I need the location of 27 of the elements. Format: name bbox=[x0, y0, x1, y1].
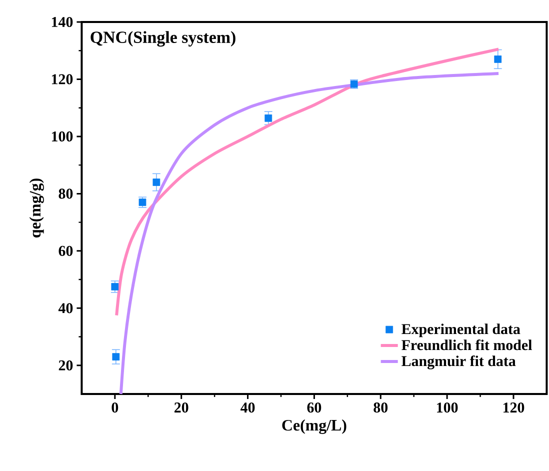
point bbox=[111, 283, 119, 290]
y-tick-label: 60 bbox=[58, 246, 73, 256]
y-tick-label: 100 bbox=[52, 131, 73, 142]
legend-label: Freundlich fit model bbox=[402, 339, 532, 350]
x-tick-label: 20 bbox=[174, 402, 188, 413]
point bbox=[494, 56, 502, 63]
y-tick-label: 20 bbox=[58, 360, 73, 370]
legend-label: Experimental data bbox=[402, 324, 520, 338]
x-tick-label: 40 bbox=[240, 402, 255, 413]
point bbox=[112, 353, 120, 360]
y-tick-label: 40 bbox=[58, 303, 73, 314]
y-axis-title: qe(mg/g) bbox=[29, 178, 44, 238]
y-tick-label: 80 bbox=[58, 188, 73, 199]
x-tick-label: 0 bbox=[112, 402, 118, 413]
y-tick-label: 140 bbox=[52, 16, 73, 28]
x-tick-label: 80 bbox=[374, 402, 388, 413]
chart-title: QNC(Single system) bbox=[90, 31, 236, 47]
y-tick-label: 120 bbox=[52, 74, 73, 84]
x-tick-label: 120 bbox=[503, 402, 524, 413]
x-tick-label: 60 bbox=[307, 402, 322, 413]
point bbox=[138, 198, 146, 206]
x-tick-label: 100 bbox=[437, 402, 458, 413]
line-series bbox=[115, 48, 500, 317]
point bbox=[152, 178, 160, 186]
legend-label: Langmuir fit data bbox=[402, 355, 516, 370]
x-axis-title: Ce(mg/L) bbox=[282, 419, 346, 434]
point bbox=[264, 114, 272, 122]
